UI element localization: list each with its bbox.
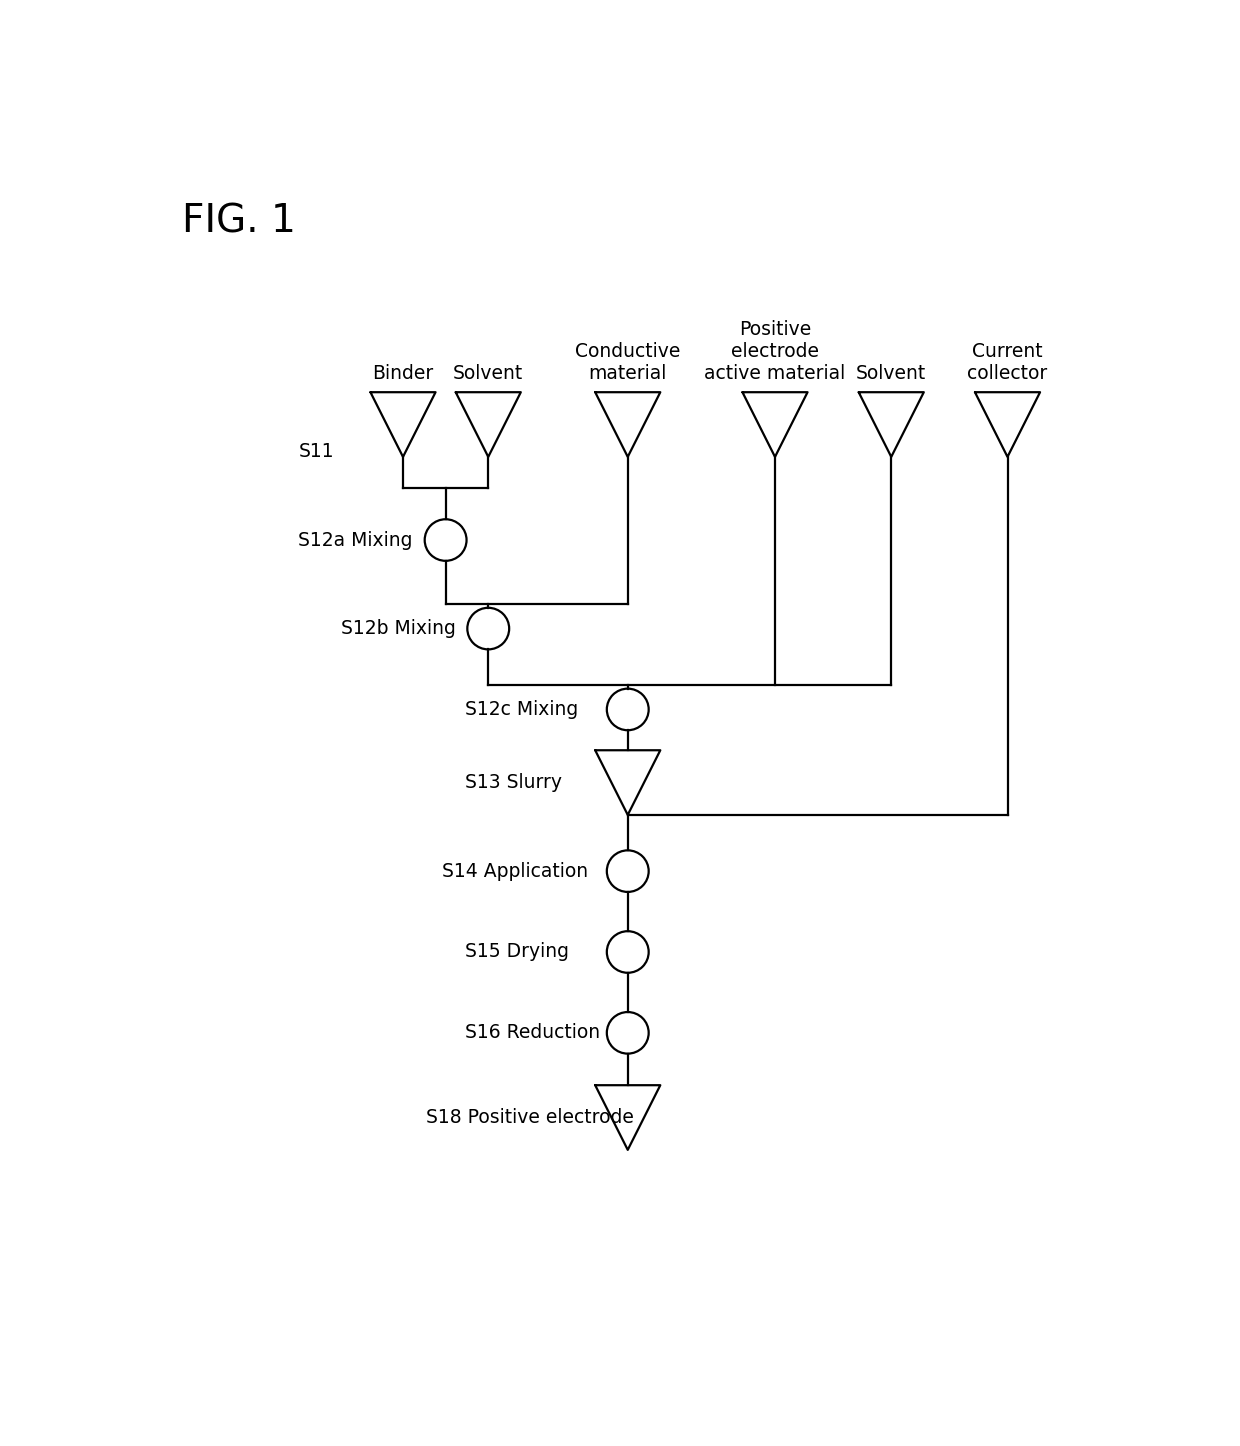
Text: Solvent: Solvent <box>453 364 523 383</box>
Text: S15 Drying: S15 Drying <box>465 943 569 962</box>
Text: FIG. 1: FIG. 1 <box>182 202 296 241</box>
Text: S16 Reduction: S16 Reduction <box>465 1024 600 1043</box>
Text: S18 Positive electrode: S18 Positive electrode <box>427 1108 634 1126</box>
Text: Conductive
material: Conductive material <box>575 341 681 383</box>
Text: S12b Mixing: S12b Mixing <box>341 619 456 638</box>
Text: S12a Mixing: S12a Mixing <box>299 531 413 549</box>
Text: S12c Mixing: S12c Mixing <box>465 700 578 719</box>
Text: Current
collector: Current collector <box>967 341 1048 383</box>
Text: S14 Application: S14 Application <box>441 862 588 881</box>
Text: S11: S11 <box>299 442 334 461</box>
Text: Positive
electrode
active material: Positive electrode active material <box>704 320 846 383</box>
Text: Binder: Binder <box>372 364 434 383</box>
Text: Solvent: Solvent <box>856 364 926 383</box>
Text: S13 Slurry: S13 Slurry <box>465 774 562 792</box>
